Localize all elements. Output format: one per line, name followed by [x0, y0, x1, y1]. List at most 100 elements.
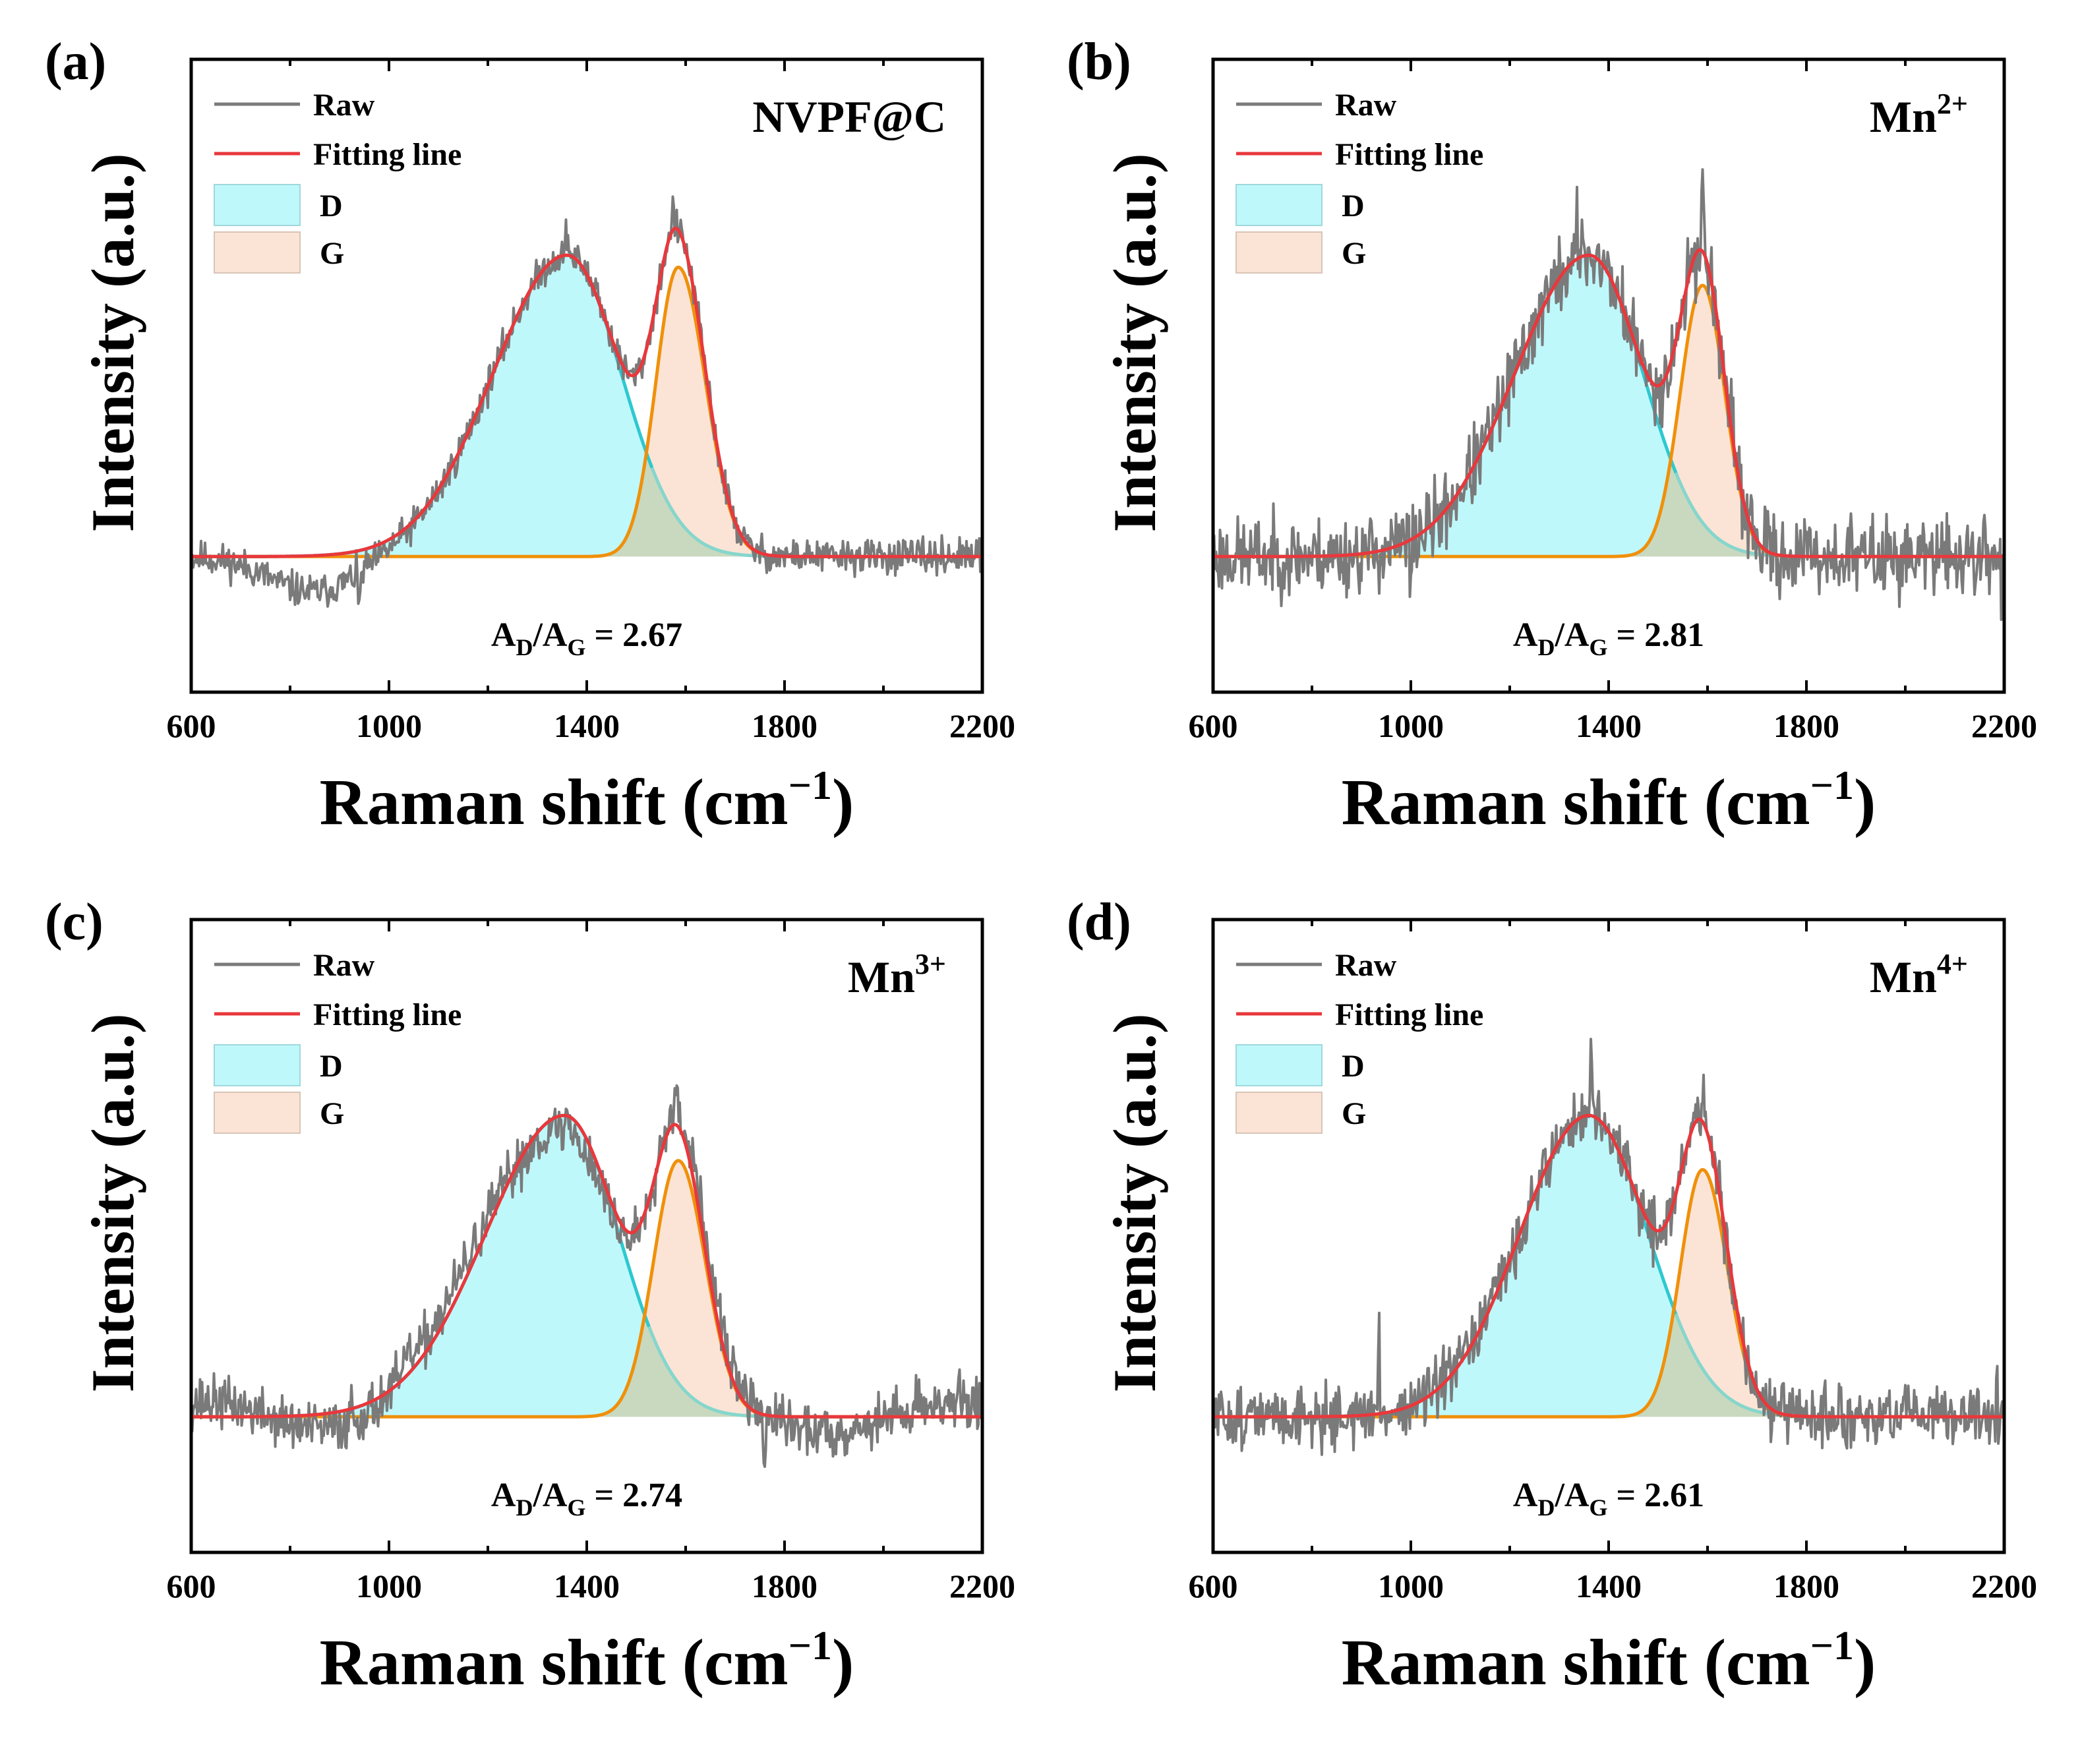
x-tick-label: 2200	[949, 1568, 1015, 1604]
ratio-annotation: AD/AG = 2.81	[1513, 616, 1704, 661]
y-axis-label: Intensity (a.u.)	[79, 153, 146, 532]
x-tick-label: 1800	[1773, 707, 1839, 744]
x-axis-label-paren-close: )	[1854, 765, 1876, 838]
ratio-a1: A	[491, 1477, 516, 1514]
x-tick-label: 1400	[554, 1568, 620, 1604]
x-tick-label: 1000	[1378, 707, 1444, 744]
x-tick-label: 2200	[1971, 707, 2037, 744]
sample-label-text: Mn	[1870, 952, 1937, 1002]
x-tick-label: 2200	[1971, 1568, 2037, 1604]
fitting-line	[191, 226, 982, 558]
y-axis-label: Intensity (a.u.)	[1101, 1013, 1168, 1392]
panel-label: (b)	[1067, 33, 1131, 91]
ratio-slash-a: /A	[532, 1477, 567, 1514]
ratio-sub-g: G	[567, 1494, 585, 1521]
x-axis-label: Raman shift (cm−1)	[1342, 1624, 1876, 1699]
panel-label: (c)	[45, 893, 104, 951]
plot-area	[1213, 168, 2004, 622]
sample-label: Mn3+	[848, 948, 946, 1002]
raw-data-line	[191, 1084, 982, 1468]
ratio-slash-a: /A	[1554, 616, 1589, 654]
legend-g-swatch	[1235, 1092, 1323, 1134]
legend-d-swatch	[1235, 184, 1323, 226]
legend-fit-label: Fitting line	[313, 137, 461, 172]
sample-label-charge: 2+	[1937, 88, 1968, 120]
ratio-sub-g: G	[567, 634, 585, 661]
x-axis-label-exp: −1	[1810, 763, 1854, 808]
peak-d-area	[191, 1115, 982, 1417]
ratio-sub-d: D	[516, 634, 533, 661]
legend-raw-label: Raw	[313, 88, 375, 123]
sample-label-charge: 3+	[915, 948, 946, 980]
legend-d-label: D	[320, 189, 343, 223]
legend-d-label: D	[1342, 189, 1365, 223]
x-tick-label: 1800	[1773, 1568, 1839, 1604]
raw-data-line	[1213, 168, 2004, 622]
legend-fit-label: Fitting line	[1335, 997, 1483, 1032]
ratio-sub-g: G	[1589, 1494, 1607, 1521]
ratio-value: = 2.67	[585, 616, 682, 654]
ratio-a1: A	[1513, 1477, 1538, 1514]
panel-b: 600 1000 1400 1800 2200 Raman shift (cm−1) Int…	[1067, 33, 2037, 838]
legend-fit-label: Fitting line	[313, 997, 461, 1032]
ratio-annotation: AD/AG = 2.67	[491, 616, 682, 661]
raw-data-line	[1213, 1038, 2004, 1456]
plot-area	[191, 195, 982, 608]
x-axis-label-paren-close: )	[832, 765, 854, 838]
x-axis-label-paren: (	[1688, 1626, 1726, 1699]
ratio-value: = 2.61	[1607, 1477, 1704, 1514]
sample-label-charge: 4+	[1937, 948, 1968, 980]
plot-area	[1213, 1038, 2004, 1456]
ratio-sub-d: D	[1537, 634, 1555, 661]
raw-data-line	[191, 195, 982, 608]
legend-g-label: G	[320, 1096, 344, 1131]
x-tick-label: 600	[1189, 707, 1238, 744]
x-axis-label-paren-close: )	[1854, 1626, 1876, 1699]
sample-label-text: NVPF@C	[752, 92, 946, 142]
legend-g-label: G	[320, 236, 344, 271]
legend: Raw Fitting line DG	[1235, 948, 1483, 1134]
ratio-sub-d: D	[516, 1494, 533, 1521]
x-axis-label-text: Raman shift	[320, 1626, 666, 1699]
panel-d: 600 1000 1400 1800 2200 Raman shift (cm−1) Int…	[1067, 893, 2037, 1699]
panel-label: (d)	[1067, 893, 1131, 951]
x-tick-label: 600	[1189, 1568, 1238, 1604]
legend-raw-label: Raw	[1335, 948, 1397, 983]
ratio-value: = 2.81	[1607, 616, 1704, 654]
ratio-slash-a: /A	[532, 616, 567, 654]
x-axis-label-paren: (	[666, 1626, 704, 1699]
x-tick-label: 1400	[1576, 1568, 1642, 1604]
x-axis-label-exp: −1	[1810, 1624, 1854, 1668]
panel-c: 600 1000 1400 1800 2200 Raman shift (cm−1) Int…	[45, 893, 1015, 1699]
panel-label: (a)	[45, 33, 106, 91]
x-axis-label-unit: cm	[704, 765, 788, 838]
legend-d-swatch	[214, 184, 301, 226]
legend: Raw Fitting line DG	[214, 88, 461, 274]
ratio-sub-d: D	[1537, 1494, 1555, 1521]
x-tick-label: 2200	[949, 707, 1015, 744]
legend-d-label: D	[320, 1049, 343, 1084]
legend-g-label: G	[1342, 1096, 1366, 1131]
x-axis-label-unit: cm	[1726, 1626, 1810, 1699]
ratio-slash-a: /A	[1554, 1477, 1589, 1514]
ratio-value: = 2.74	[585, 1477, 682, 1514]
x-tick-label: 1400	[1576, 707, 1642, 744]
peak-d-area	[191, 255, 982, 557]
sample-label-text: Mn	[848, 952, 915, 1002]
sample-label: Mn2+	[1870, 88, 1968, 142]
x-axis-label-paren-close: )	[832, 1626, 854, 1699]
x-axis-label: Raman shift (cm−1)	[1342, 763, 1876, 838]
plot-area	[191, 1084, 982, 1468]
legend-fit-label: Fitting line	[1335, 137, 1483, 172]
fitting-line	[1213, 248, 2004, 558]
legend-g-swatch	[1235, 231, 1323, 274]
legend-g-swatch	[214, 1092, 301, 1134]
panel-a: 600 1000 1400 1800 2200 Raman shift (cm−1) Int…	[45, 33, 1015, 838]
legend-d-swatch	[214, 1044, 301, 1086]
y-axis-label: Intensity (a.u.)	[79, 1013, 146, 1392]
x-axis-label: Raman shift (cm−1)	[320, 1624, 854, 1699]
x-axis-label-unit: cm	[704, 1626, 788, 1699]
x-tick-label: 1800	[752, 1568, 818, 1604]
x-axis-label: Raman shift (cm−1)	[320, 763, 854, 838]
